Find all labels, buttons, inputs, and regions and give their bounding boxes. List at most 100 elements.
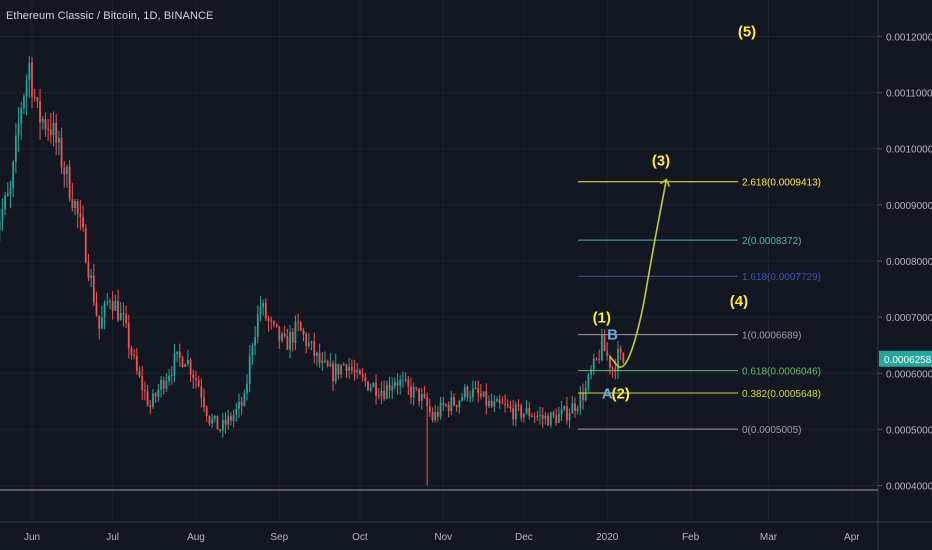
candle-body	[372, 383, 375, 388]
fib-level-label: 1(0.0006689)	[742, 331, 802, 342]
candle-body	[496, 399, 498, 402]
x-tick-label: Oct	[352, 532, 368, 543]
candle-body	[299, 322, 302, 331]
candle-body	[52, 123, 55, 136]
candle-body	[506, 404, 509, 407]
candle-body	[127, 323, 130, 349]
candle-body	[23, 96, 25, 109]
candle-body	[324, 360, 326, 362]
candle-body	[243, 393, 246, 406]
candle-body	[211, 418, 213, 424]
candle-body	[528, 407, 531, 416]
candle-body	[256, 314, 259, 337]
candle-body	[248, 355, 251, 384]
fib-level-label: 2.618(0.0009413)	[742, 178, 821, 189]
candle-body	[4, 195, 7, 210]
candle-body	[60, 137, 63, 168]
candle-body	[275, 323, 278, 327]
candle-body	[410, 386, 412, 398]
candle-body	[383, 390, 386, 399]
candle-body	[450, 397, 453, 412]
elliott-wave-label: (5)	[738, 23, 756, 40]
candle-body	[501, 402, 504, 404]
wave-projection[interactable]	[609, 178, 671, 368]
candle-body	[240, 401, 243, 406]
candle-body	[12, 161, 15, 189]
x-tick-label: Aug	[187, 532, 205, 543]
candle-body	[504, 403, 506, 405]
candle-body	[531, 415, 533, 417]
candle-body	[600, 335, 603, 360]
candle-body	[560, 409, 563, 414]
candle-body	[203, 397, 205, 408]
candle-body	[289, 331, 291, 350]
candle-body	[227, 416, 230, 425]
candle-body	[350, 366, 353, 371]
candle-body	[617, 348, 619, 372]
candle-body	[181, 357, 184, 367]
symbol-title: Ethereum Classic / Bitcoin, 1D, BINANCE	[6, 10, 214, 22]
candle-body	[479, 393, 482, 397]
candle-body	[568, 413, 571, 421]
candle-body	[259, 307, 262, 315]
candle-body	[49, 129, 52, 136]
candle-body	[552, 412, 555, 416]
y-tick-label: 0.0012000	[886, 32, 932, 43]
candle-body	[41, 119, 44, 123]
candle-body	[471, 388, 474, 397]
candle-body	[160, 379, 162, 390]
candle-body	[533, 416, 536, 418]
candle-body	[281, 333, 283, 341]
candle-body	[189, 359, 192, 375]
candle-body	[262, 303, 265, 308]
fib-level-label: 0.618(0.0006046)	[742, 367, 821, 378]
candle-body	[412, 387, 415, 398]
y-tick-label: 0.0005000	[886, 425, 932, 436]
candle-body	[238, 401, 240, 409]
candle-body	[44, 119, 47, 129]
candle-body	[388, 384, 391, 391]
candle-body	[380, 390, 383, 397]
candle-body	[348, 366, 351, 371]
candle-body	[393, 382, 396, 387]
candle-body	[402, 379, 404, 381]
projection-arrowhead	[659, 178, 671, 187]
candle-body	[92, 275, 95, 303]
candle-body	[369, 387, 372, 391]
candle-body	[283, 333, 286, 337]
candle-body	[95, 302, 98, 316]
candle-body	[439, 402, 442, 417]
candle-body	[184, 364, 187, 367]
candle-body	[442, 402, 445, 406]
candle-body	[356, 370, 359, 373]
candle-body	[436, 411, 439, 417]
candle-body	[337, 363, 340, 375]
candle-body	[103, 302, 106, 317]
candle-body	[590, 369, 593, 375]
candle-body	[79, 213, 82, 217]
candle-body	[109, 301, 111, 303]
candle-body	[273, 321, 275, 324]
candle-body	[453, 397, 455, 406]
candle-body	[68, 166, 71, 200]
candle-body	[316, 352, 318, 357]
candle-body	[224, 419, 227, 425]
candle-body	[359, 370, 361, 375]
candle-body	[157, 389, 160, 397]
candle-body	[514, 404, 517, 420]
candle-body	[135, 355, 138, 371]
candle-body	[246, 383, 248, 394]
candle-body	[557, 413, 560, 423]
fibonacci-extension[interactable]: 2.618(0.0009413) 2(0.0008372) 1.618(0.0007…	[578, 178, 821, 436]
candle-body	[176, 351, 179, 354]
current-price-badge	[879, 350, 932, 367]
fib-level-label: 1.618(0.0007729)	[742, 272, 821, 283]
candle-body	[603, 335, 606, 352]
candle-body	[488, 400, 490, 406]
candle-body	[434, 411, 437, 421]
candle-body	[498, 399, 501, 403]
x-tick-label: Mar	[760, 532, 778, 543]
candle-body	[326, 361, 329, 367]
candle-body	[125, 314, 127, 324]
